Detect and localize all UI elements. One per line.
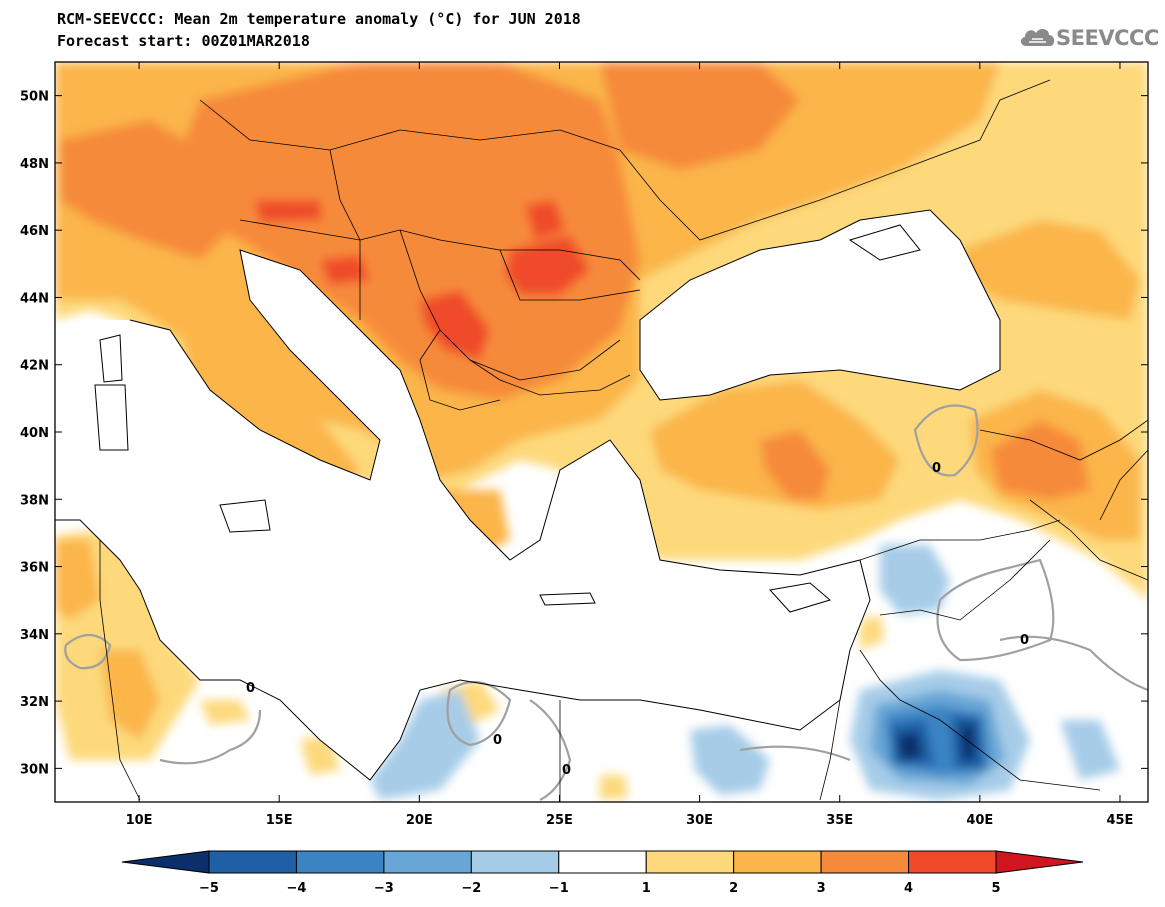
colorbar-label: −4 [286, 881, 306, 896]
anomaly-4-5-moldova [525, 200, 565, 240]
anomaly-1-2-libya-east [200, 700, 250, 725]
lat-tick-label: 46N [20, 224, 49, 239]
lon-axis: 10E 15E 20E 25E 30E 35E 40E 45E [126, 62, 1133, 828]
colorbar-bin [908, 850, 997, 874]
lon-tick-label: 10E [126, 813, 153, 828]
colorbar-label: 1 [642, 881, 651, 896]
colorbar-bin [733, 850, 822, 874]
colorbar-bin [295, 850, 385, 874]
anomaly-2-3-italy [180, 320, 360, 500]
zero-label-4: 0 [562, 763, 571, 778]
lon-tick-label: 45E [1106, 813, 1133, 828]
anomaly-3-4-central-turkey [760, 430, 830, 500]
anomaly-neg-5-jordan [898, 732, 922, 760]
colorbar-bin [383, 850, 472, 874]
anomaly-field: 0 0 0 0 0 [55, 62, 1148, 802]
lat-tick-label: 38N [20, 493, 49, 508]
colorbar-bin [645, 850, 735, 874]
colorbar-label: 3 [817, 881, 826, 896]
mediterranean-sea [55, 250, 870, 780]
anomaly-2-3-russia [960, 220, 1140, 320]
lat-tick-label: 32N [20, 695, 49, 710]
lon-tick-label: 40E [966, 813, 993, 828]
lon-tick-label: 35E [826, 813, 853, 828]
colorbar-bin [820, 850, 910, 874]
lat-axis: 50N 48N 46N 44N 42N 40N 38N 36N 34N 32N 30N [20, 90, 1148, 777]
logo-text: SEEVCCC [1056, 26, 1159, 50]
zero-contours [64, 404, 1148, 801]
zero-label-5: 0 [246, 681, 255, 696]
lon-tick-label: 25E [546, 813, 573, 828]
anomaly-4-5-serbia [420, 290, 490, 360]
lat-tick-label: 42N [20, 359, 49, 374]
anomaly-neg-1-2-libya [370, 690, 480, 800]
zero-label-3: 0 [493, 733, 502, 748]
colorbar-min-arrow [121, 850, 210, 874]
coastlines [55, 209, 1001, 781]
anomaly-4-5-croatia [320, 255, 370, 285]
colorbar-label: −5 [199, 881, 219, 896]
colorbar-bin [558, 850, 647, 874]
colorbar-bin [208, 850, 297, 874]
anomaly-1-2-lebanon [860, 615, 885, 650]
colorbar-label: 5 [991, 881, 1000, 896]
zero-label-2: 0 [1020, 633, 1029, 648]
anomaly-neg-1-2-iraq [1060, 720, 1120, 780]
zero-label-1: 0 [932, 461, 941, 476]
colorbar: −5 −4 −3 −2 −1 1 2 3 4 5 [121, 850, 1084, 896]
anomaly-neg-1-2-egypt [690, 725, 770, 795]
cloud-logo-icon [1020, 29, 1055, 46]
anomaly-neg-5-saudi [960, 725, 975, 760]
lat-tick-label: 50N [20, 90, 49, 105]
lat-tick-label: 30N [20, 762, 49, 777]
colorbar-label: 2 [729, 881, 738, 896]
anomaly-3-4-east-turkey [990, 420, 1090, 500]
colorbar-label: −1 [549, 881, 569, 896]
colorbar-max-arrow [995, 850, 1084, 874]
anomaly-4-5-slovenia [255, 200, 322, 222]
anomaly-2-3-tunisia [55, 540, 100, 620]
lon-tick-label: 15E [266, 813, 293, 828]
lat-tick-label: 36N [20, 561, 49, 576]
map-title: RCM-SEEVCCC: Mean 2m temperature anomaly… [57, 10, 581, 28]
colorbar-bin [470, 850, 560, 874]
anomaly-neg-1-2-syria [880, 545, 950, 615]
anomaly-3-4-ukraine [600, 62, 800, 170]
lat-tick-label: 40N [20, 426, 49, 441]
anomaly-3-4-alps [60, 120, 240, 260]
zero-contour-labels: 0 0 0 0 0 [246, 461, 1029, 778]
colorbar-label: −2 [461, 881, 481, 896]
lat-tick-label: 48N [20, 157, 49, 172]
country-borders [99, 79, 1148, 802]
forecast-start-label: Forecast start: 00Z01MAR2018 [57, 32, 310, 50]
black-sea [640, 210, 1000, 400]
lat-tick-label: 34N [20, 628, 49, 643]
lon-tick-label: 30E [686, 813, 713, 828]
anomaly-1-2-egypt [600, 775, 628, 800]
lon-tick-label: 20E [406, 813, 433, 828]
lat-tick-label: 44N [20, 291, 49, 306]
colorbar-label: 4 [904, 881, 913, 896]
colorbar-label: −3 [374, 881, 394, 896]
